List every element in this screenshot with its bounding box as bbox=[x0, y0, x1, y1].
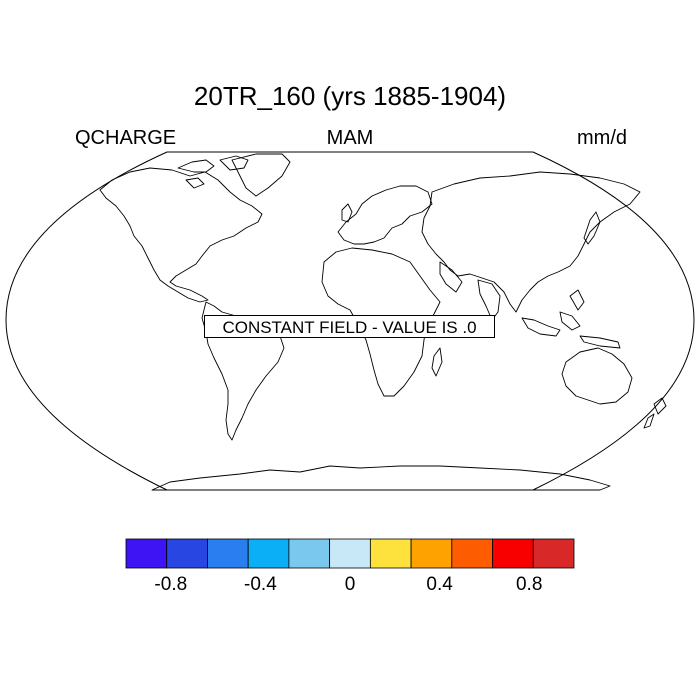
colorbar-tick-label: 0 bbox=[344, 574, 356, 595]
plot-title: 20TR_160 (yrs 1885-1904) bbox=[193, 81, 507, 111]
variable-label: QCHARGE bbox=[75, 127, 177, 149]
constant-field-message: CONSTANT FIELD - VALUE IS .0 bbox=[204, 315, 495, 338]
colorbar-swatch bbox=[125, 538, 168, 569]
colorbar-swatch bbox=[451, 538, 493, 569]
colorbar-tick-label: -0.4 bbox=[244, 574, 277, 595]
colorbar-swatch bbox=[166, 538, 208, 569]
colorbar-swatch bbox=[247, 538, 290, 569]
colorbar-swatch bbox=[532, 538, 575, 569]
coast-japan bbox=[583, 211, 601, 245]
season-label: MAM bbox=[326, 127, 374, 149]
colorbar-swatch bbox=[207, 538, 249, 569]
coast-greenland bbox=[231, 153, 291, 197]
coast-north-america bbox=[99, 167, 263, 303]
colorbar-tick-label: -0.8 bbox=[154, 574, 188, 595]
coast-britain bbox=[341, 203, 353, 223]
colorbar-swatch bbox=[288, 538, 331, 569]
colorbar-tick-label: 0.4 bbox=[426, 574, 453, 595]
coast-africa bbox=[321, 247, 441, 397]
colorbar-tick-label: 0.8 bbox=[515, 574, 543, 595]
colorbar-swatch bbox=[410, 538, 453, 569]
coast-madagascar bbox=[431, 347, 443, 377]
coast-indonesia bbox=[521, 289, 621, 349]
coast-arabia-india bbox=[439, 261, 501, 321]
coast-antarctica bbox=[151, 465, 611, 491]
colorbar-swatch bbox=[369, 538, 412, 569]
coast-australia bbox=[561, 347, 633, 405]
units-label: mm/d bbox=[577, 127, 627, 149]
colorbar-swatch bbox=[492, 538, 534, 569]
coast-europe bbox=[337, 185, 433, 245]
coast-new-zealand bbox=[643, 397, 667, 429]
coast-arctic-islands bbox=[177, 155, 249, 189]
coast-asia bbox=[421, 171, 641, 313]
colorbar-swatch bbox=[329, 538, 371, 569]
